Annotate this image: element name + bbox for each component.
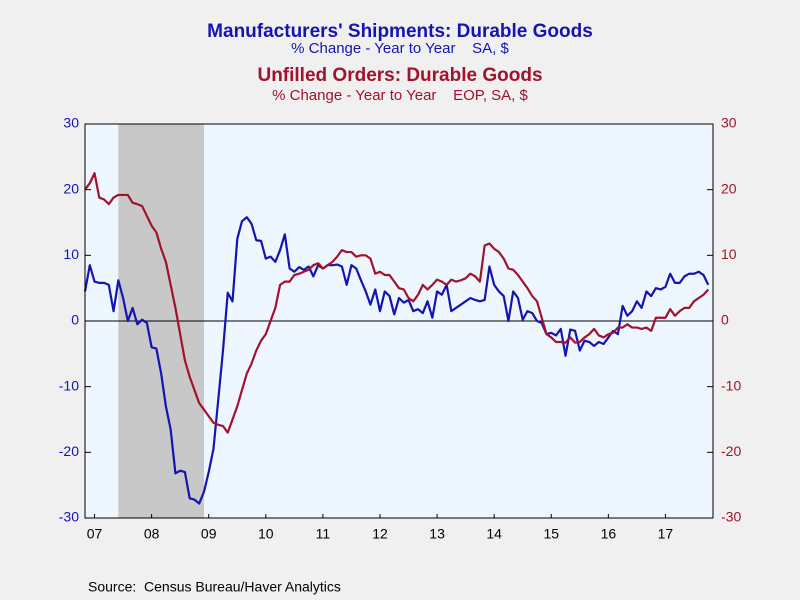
y-tick-label: -10 <box>59 377 79 393</box>
x-tick-label: 09 <box>201 526 217 542</box>
x-tick-label: 12 <box>372 526 388 542</box>
series-line <box>84 172 710 434</box>
y2-tick-label: 30 <box>721 115 737 131</box>
x-tick-label: 11 <box>316 526 331 542</box>
y-tick-label: 0 <box>71 312 79 328</box>
chart-title: Unfilled Orders: Durable Goods <box>257 65 542 86</box>
x-tick-label: 13 <box>429 526 445 542</box>
y2-tick-label: 20 <box>721 180 737 196</box>
chart-title: % Change - Year to Year SA, $ <box>291 40 509 57</box>
series-line <box>83 216 710 505</box>
y2-tick-label: 10 <box>721 246 737 262</box>
chart-title: % Change - Year to Year EOP, SA, $ <box>272 87 528 104</box>
x-tick-label: 08 <box>144 526 160 542</box>
y-tick-label: 30 <box>63 115 79 131</box>
x-tick-label: 10 <box>258 526 274 542</box>
plot-frame <box>84 123 714 519</box>
y2-tick-label: -30 <box>721 509 741 525</box>
y2-tick-label: -10 <box>721 377 741 393</box>
y-tick-label: 20 <box>63 180 79 196</box>
y-tick-label: 10 <box>63 246 79 262</box>
y2-tick-label: 0 <box>721 312 729 328</box>
y-tick-label: -30 <box>59 509 79 525</box>
x-tick-label: 07 <box>87 526 103 542</box>
y2-tick-label: -20 <box>721 443 741 459</box>
x-tick-label: 15 <box>543 526 559 542</box>
chart-title: Manufacturers' Shipments: Durable Goods <box>207 21 593 42</box>
x-tick-label: 16 <box>601 526 617 542</box>
source: Source: Census Bureau/Haver Analytics <box>88 579 341 595</box>
x-tick-label: 14 <box>486 526 502 542</box>
x-tick-label: 17 <box>658 526 674 542</box>
y-tick-label: -20 <box>59 443 79 459</box>
